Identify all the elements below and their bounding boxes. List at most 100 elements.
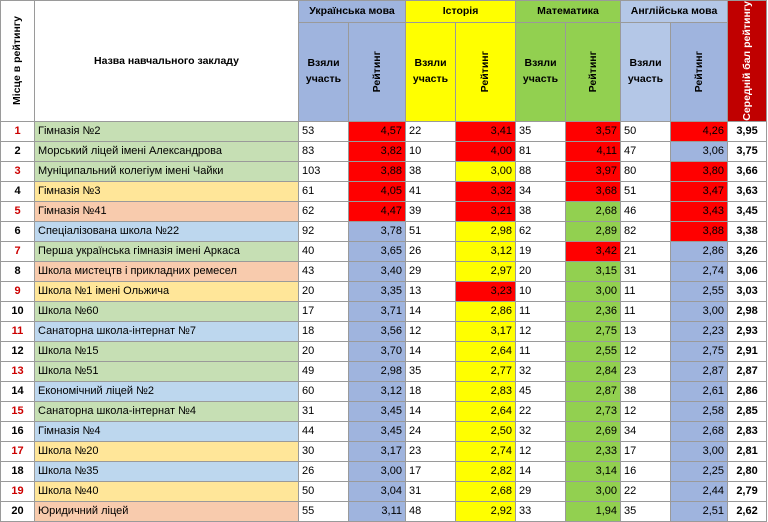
place-cell: 10 [0,300,35,322]
ukrainian-participated-header: Взяли участь [298,21,349,122]
ukrainian-participated-cell: 18 [298,320,349,342]
place-cell: 8 [0,260,35,282]
average-header-label: Середній бал рейтингу [741,1,753,121]
place-cell: 20 [0,500,35,522]
participated-label: Взяли участь [305,57,342,85]
english-participated-cell: 13 [620,320,672,342]
participated-label: Взяли участь [522,57,559,85]
table-row: 11 Санаторна школа-інтернат №7 18 3,56 12 3,1… [0,320,768,342]
history-rating-cell: 2,64 [455,400,517,422]
participated-label: Взяли участь [412,57,449,85]
place-header: Місце в рейтингу [0,0,35,122]
ukrainian-participated-cell: 49 [298,360,349,382]
table-row: 12 Школа №15 20 3,70 14 2,64 11 2,55 12 2,75 2,91 [0,340,768,362]
ukrainian-rating-cell: 3,88 [347,160,407,182]
math-rating-cell: 3,42 [565,240,622,262]
ukrainian-rating-cell: 2,98 [347,360,407,382]
ukrainian-rating-cell: 3,65 [347,240,407,262]
math-participated-cell: 81 [515,140,567,162]
math-participated-cell: 10 [515,280,567,302]
ukrainian-participated-cell: 50 [298,480,349,502]
math-header: Математика [515,0,622,23]
math-participated-cell: 11 [515,300,567,322]
english-participated-cell: 17 [620,440,672,462]
english-rating-cell: 2,74 [670,260,729,282]
ukrainian-header: Українська мова [297,0,407,23]
table-row: 2 Морський ліцей імені Александрова 83 3,82… [0,140,768,162]
ukrainian-participated-cell: 26 [298,460,349,482]
history-rating-cell: 2,74 [455,440,517,462]
average-score-cell: 3,26 [727,240,768,262]
place-cell: 4 [0,180,35,202]
english-rating-cell: 3,06 [670,140,729,162]
average-score-cell: 3,06 [727,260,768,282]
english-participated-cell: 34 [620,420,672,442]
english-rating-cell: 2,58 [670,400,729,422]
history-participated-cell: 23 [405,440,457,462]
place-cell: 16 [0,420,35,442]
ukrainian-participated-cell: 17 [298,300,349,322]
math-rating-cell: 2,84 [565,360,622,382]
ukrainian-rating-header: Рейтинг [347,21,407,122]
history-rating-cell: 2,83 [455,380,517,402]
place-cell: 2 [0,140,35,162]
ukrainian-rating-cell: 3,45 [347,420,407,442]
history-participated-cell: 18 [405,380,457,402]
english-rating-cell: 3,88 [670,220,729,242]
table-row: 17 Школа №20 30 3,17 23 2,74 12 2,33 17 3,00 2,81 [0,440,768,462]
history-participated-cell: 51 [405,220,457,242]
history-rating-cell: 3,23 [455,280,517,302]
ukrainian-rating-cell: 3,78 [347,220,407,242]
history-rating-cell: 3,17 [455,320,517,342]
english-rating-cell: 2,44 [670,480,729,502]
ukrainian-participated-cell: 20 [298,340,349,362]
english-participated-cell: 46 [620,200,672,222]
average-score-cell: 2,86 [727,380,768,402]
math-rating-cell: 2,75 [565,320,622,342]
school-name-cell: Економічний ліцей №2 [34,380,299,402]
ukrainian-rating-cell: 4,05 [347,180,407,202]
table-row: 19 Школа №40 50 3,04 31 2,68 29 3,00 22 2,44 2,79 [0,480,768,502]
ukrainian-participated-cell: 83 [298,140,349,162]
history-participated-cell: 10 [405,140,457,162]
place-cell: 1 [0,120,35,142]
english-participated-cell: 38 [620,380,672,402]
school-name-cell: Санаторна школа-інтернат №4 [34,400,299,422]
ukrainian-rating-cell: 3,35 [347,280,407,302]
ukrainian-rating-cell: 3,11 [347,500,407,522]
ukrainian-participated-cell: 103 [298,160,349,182]
math-rating-cell: 3,15 [565,260,622,282]
ukrainian-rating-cell: 3,12 [347,380,407,402]
ukrainian-rating-cell: 4,47 [347,200,407,222]
school-name-cell: Муніципальний колегіум імені Чайки [34,160,299,182]
history-participated-cell: 17 [405,460,457,482]
school-name-cell: Перша українська гімназія імені Аркаса [34,240,299,262]
table-row: 20 Юридичний ліцей 55 3,11 48 2,92 33 1,94 35 2,5… [0,500,768,522]
average-score-cell: 2,93 [727,320,768,342]
english-participated-cell: 47 [620,140,672,162]
ukrainian-participated-cell: 92 [298,220,349,242]
math-participated-cell: 19 [515,240,567,262]
english-rating-cell: 2,86 [670,240,729,262]
table-row: 16 Гімназія №4 44 3,45 24 2,50 32 2,69 34 2,68 2,8… [0,420,768,442]
ukrainian-participated-cell: 53 [298,120,349,142]
ukrainian-participated-cell: 31 [298,400,349,422]
english-rating-cell: 3,47 [670,180,729,202]
ukrainian-rating-cell: 3,45 [347,400,407,422]
math-participated-cell: 32 [515,360,567,382]
history-participated-cell: 14 [405,340,457,362]
math-participated-cell: 32 [515,420,567,442]
ukrainian-rating-cell: 3,40 [347,260,407,282]
english-participated-cell: 22 [620,480,672,502]
place-cell: 15 [0,400,35,422]
table-row: 3 Муніципальний колегіум імені Чайки 103 3,… [0,160,768,182]
school-name-cell: Школа №15 [34,340,299,362]
rating-label: Рейтинг [370,51,383,93]
school-name-cell: Гімназія №3 [34,180,299,202]
place-cell: 3 [0,160,35,182]
ukrainian-rating-cell: 3,04 [347,480,407,502]
table-row: 15 Санаторна школа-інтернат №4 31 3,45 14 2,6… [0,400,768,422]
ukrainian-participated-cell: 40 [298,240,349,262]
english-rating-cell: 2,23 [670,320,729,342]
average-score-cell: 2,85 [727,400,768,422]
